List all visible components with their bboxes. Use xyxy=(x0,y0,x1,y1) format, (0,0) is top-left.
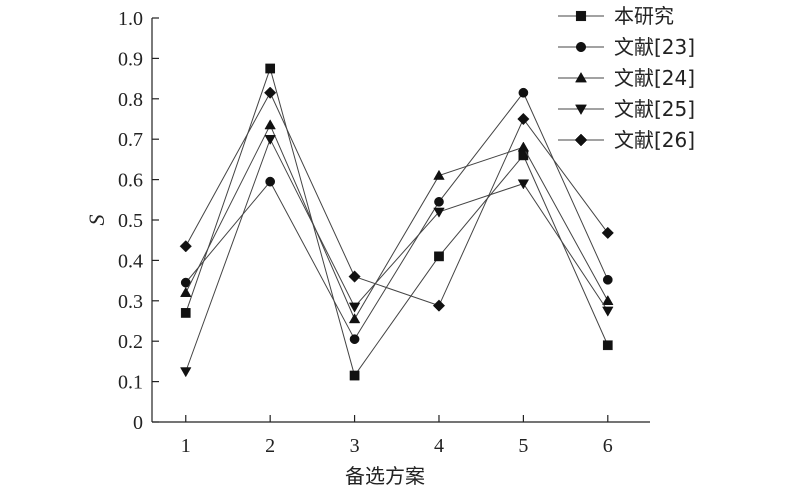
series-1 xyxy=(180,63,613,381)
x-tick-label: 3 xyxy=(350,435,360,457)
data-point xyxy=(349,370,360,381)
legend-item: 文献[26] xyxy=(558,128,695,152)
data-point xyxy=(180,367,192,378)
data-point xyxy=(349,334,360,345)
data-point xyxy=(517,141,530,152)
data-point xyxy=(348,313,361,324)
data-point xyxy=(602,340,613,351)
y-tick-label: 0.5 xyxy=(118,210,143,232)
y-tick-label: 0.2 xyxy=(118,331,143,353)
data-point xyxy=(517,112,530,126)
y-tick-label: 0 xyxy=(133,412,143,434)
data-point xyxy=(602,295,614,306)
data-point xyxy=(348,302,361,313)
y-tick-label: 0.4 xyxy=(118,250,143,272)
y-tick-label: 0.3 xyxy=(118,291,143,313)
data-point xyxy=(433,169,445,180)
legend-label: 文献[25] xyxy=(614,97,695,121)
data-point xyxy=(264,86,277,99)
legend-marker xyxy=(574,133,588,147)
legend-label: 文献[26] xyxy=(614,128,695,152)
series-line xyxy=(185,91,609,341)
y-tick-label: 0.1 xyxy=(118,372,143,394)
data-point xyxy=(433,207,445,218)
series-line xyxy=(185,66,609,377)
y-tick-label: 0.9 xyxy=(118,48,143,70)
legend-marker xyxy=(575,10,587,22)
y-axis-ticks: 0 0.1 0.2 0.3 0.4 0.5 0.6 0.7 0.8 0.9 1.0 xyxy=(118,8,159,434)
data-point xyxy=(601,226,614,240)
y-tick-label: 0.8 xyxy=(118,89,143,111)
legend-label: 文献[23] xyxy=(614,35,695,59)
legend-item: 本研究 xyxy=(558,4,674,28)
chart-axes: 0 0.1 0.2 0.3 0.4 0.5 0.6 0.7 0.8 0.9 1.0 1 2 3 4 5 6 xyxy=(118,8,650,457)
x-tick-label: 4 xyxy=(434,435,444,457)
data-point xyxy=(518,87,529,98)
x-axis-ticks: 1 2 3 4 5 6 xyxy=(181,415,613,457)
data-point xyxy=(264,134,276,145)
data-point xyxy=(602,274,613,285)
legend-marker xyxy=(575,41,587,53)
data-point xyxy=(180,286,192,297)
data-point xyxy=(265,176,276,187)
legend-item: 文献[25] xyxy=(558,97,695,121)
series-layer xyxy=(179,63,614,381)
legend-item: 文献[24] xyxy=(558,66,695,90)
legend-marker xyxy=(575,71,587,83)
y-tick-label: 0.7 xyxy=(118,129,143,151)
data-point xyxy=(434,251,444,262)
legend-label: 本研究 xyxy=(614,4,674,28)
series-line xyxy=(185,137,609,372)
data-point xyxy=(264,119,276,130)
data-point xyxy=(265,63,276,74)
x-tick-label: 6 xyxy=(603,435,613,457)
data-point xyxy=(602,306,614,317)
legend-marker xyxy=(575,104,587,116)
data-point xyxy=(434,196,444,207)
series-4 xyxy=(180,134,614,378)
data-point xyxy=(517,179,530,190)
x-tick-label: 1 xyxy=(181,435,191,457)
data-point xyxy=(348,270,361,283)
y-axis-title: S xyxy=(84,215,109,226)
legend-item: 文献[23] xyxy=(558,35,695,59)
data-point xyxy=(179,240,192,253)
x-tick-label: 5 xyxy=(518,435,528,457)
series-2 xyxy=(180,87,613,345)
x-axis-title: 备选方案 xyxy=(345,464,425,488)
series-3 xyxy=(180,119,614,324)
legend-label: 文献[24] xyxy=(614,66,695,90)
series-line xyxy=(185,91,609,307)
y-tick-label: 0.6 xyxy=(118,170,143,192)
data-point xyxy=(432,299,446,312)
series-5 xyxy=(179,86,614,312)
data-point xyxy=(180,308,191,318)
series-line xyxy=(185,123,609,321)
y-tick-label: 1.0 xyxy=(118,8,143,30)
x-tick-label: 2 xyxy=(265,435,275,457)
